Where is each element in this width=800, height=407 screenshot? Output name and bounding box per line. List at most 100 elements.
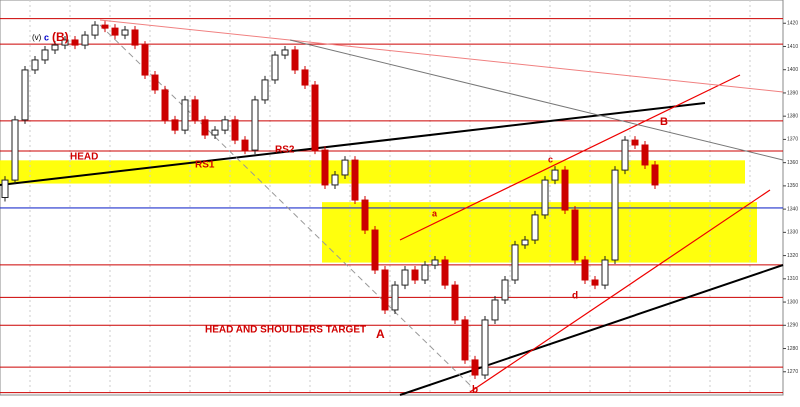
- candle-body: [141, 44, 149, 76]
- candle-body: [131, 29, 139, 46]
- annotation: (B): [52, 30, 69, 44]
- candle-body: [421, 264, 429, 281]
- candle-body: [241, 139, 249, 151]
- annotation: RS1: [195, 160, 215, 171]
- annotation: c: [548, 154, 553, 164]
- candle-body: [401, 269, 409, 286]
- candle-body: [631, 139, 639, 146]
- candle-body: [361, 199, 369, 231]
- candle-body: [351, 159, 359, 201]
- candle-body: [531, 214, 539, 241]
- y-tick-label: 1280: [787, 346, 798, 352]
- candle-body: [271, 54, 279, 81]
- annotation: d: [572, 291, 578, 302]
- y-tick-label: 1330: [787, 230, 798, 236]
- candle-body: [451, 284, 459, 321]
- candle-body: [41, 49, 49, 61]
- annotation: c: [44, 32, 49, 42]
- candle-body: [21, 69, 29, 121]
- trend-line: [0, 102, 706, 186]
- candle-body: [91, 24, 99, 36]
- candle-body: [521, 239, 529, 246]
- candle-body: [31, 59, 39, 71]
- candle-body: [481, 319, 489, 376]
- candle-body: [161, 89, 169, 121]
- plot-area: [0, 0, 784, 396]
- candle-body: [1, 179, 9, 199]
- y-tick-label: 1390: [787, 90, 798, 96]
- candle-body: [181, 99, 189, 131]
- y-tick-label: 1360: [787, 160, 798, 166]
- candle-body: [491, 299, 499, 321]
- candle-body: [291, 49, 299, 71]
- candle-body: [341, 159, 349, 176]
- candle-body: [511, 244, 519, 281]
- candle-body: [591, 279, 599, 286]
- candle-body: [321, 149, 329, 186]
- candle-body: [121, 29, 129, 36]
- zone: [322, 202, 757, 263]
- trend-line: [469, 189, 771, 393]
- candle-body: [381, 269, 389, 311]
- candle-body: [221, 119, 229, 131]
- zone: [0, 160, 745, 184]
- candle-body: [301, 69, 309, 86]
- y-tick-label: 1310: [787, 276, 798, 282]
- trend-line: [289, 39, 784, 161]
- candle-body: [441, 259, 449, 286]
- candle-body: [71, 39, 79, 46]
- trend-line: [399, 264, 784, 396]
- y-tick-label: 1300: [787, 299, 798, 305]
- candle-body: [371, 229, 379, 271]
- candle-body: [621, 139, 629, 171]
- candle-body: [331, 174, 339, 186]
- candle-body: [431, 259, 439, 266]
- trend-lines: [0, 19, 784, 396]
- candle-body: [101, 24, 109, 29]
- trend-line: [399, 74, 741, 241]
- candle-body: [651, 164, 659, 186]
- candle-body: [231, 119, 239, 141]
- y-tick-label: 1410: [787, 44, 798, 50]
- candle-body: [251, 99, 259, 151]
- candle-body: [641, 144, 649, 166]
- trend-line: [99, 24, 471, 386]
- candle-body: [151, 74, 159, 91]
- annotation: B: [660, 116, 668, 128]
- candle-body: [81, 34, 89, 46]
- candle-body: [541, 179, 549, 216]
- y-tick-label: 1380: [787, 114, 798, 120]
- annotation: RS2: [275, 145, 295, 156]
- y-tick-label: 1290: [787, 323, 798, 329]
- annotation: HEAD: [70, 152, 98, 163]
- candle-body: [391, 284, 399, 311]
- y-tick-label: 1370: [787, 137, 798, 143]
- annotation: (v): [32, 33, 42, 42]
- y-tick-label: 1340: [787, 206, 798, 212]
- candle-body: [461, 319, 469, 361]
- candle-body: [411, 269, 419, 281]
- annotation: HEAD AND SHOULDERS TARGET: [205, 325, 366, 336]
- candle-body: [611, 169, 619, 261]
- annotations: HEAD RS1 RS2 HEAD AND SHOULDERS TARGET (…: [32, 30, 668, 395]
- candle-body: [261, 79, 269, 101]
- candle-body: [61, 39, 69, 46]
- candle-body: [191, 99, 199, 121]
- candle-body: [201, 119, 209, 136]
- candle-body: [311, 84, 319, 151]
- candle-body: [551, 169, 559, 181]
- candle-body: [581, 259, 589, 281]
- annotation: A: [376, 327, 385, 341]
- y-tick-label: 1270: [787, 369, 798, 375]
- candle-body: [51, 44, 59, 51]
- candle-body: [561, 169, 569, 211]
- annotation: b: [472, 385, 478, 396]
- annotation: a: [432, 208, 438, 218]
- y-tick-label: 1400: [787, 67, 798, 73]
- candle-body: [501, 279, 509, 301]
- y-tick-label: 1320: [787, 253, 798, 259]
- y-tick-label: 1350: [787, 183, 798, 189]
- candle-body: [11, 119, 19, 181]
- candle-body: [571, 209, 579, 261]
